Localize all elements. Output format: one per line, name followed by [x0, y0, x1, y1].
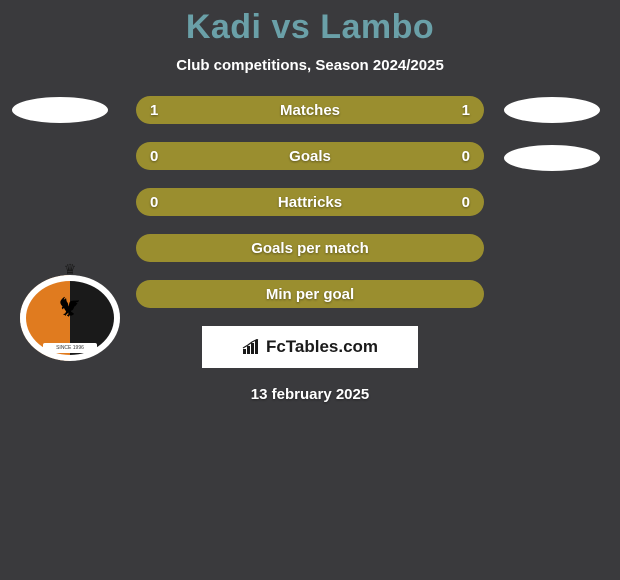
stat-label: Goals per match — [251, 240, 369, 257]
player-right-placeholder — [504, 97, 600, 123]
stat-label: Min per goal — [266, 286, 354, 303]
stat-label: Hattricks — [278, 194, 342, 211]
stat-label: Matches — [280, 102, 340, 119]
stat-label: Goals — [289, 148, 331, 165]
stat-row-gpm: Goals per match — [0, 234, 620, 262]
page-subtitle: Club competitions, Season 2024/2025 — [0, 57, 620, 74]
stat-right-value: 1 — [450, 102, 470, 119]
brand-box: FcTables.com — [202, 326, 418, 368]
stat-row-hattricks: 0 Hattricks 0 — [0, 188, 620, 216]
stat-right-value: 0 — [450, 194, 470, 211]
stat-row-matches: 1 Matches 1 — [0, 96, 620, 124]
club-badge: ♛ 🦅 SINCE 1996 — [20, 269, 120, 361]
date-text: 13 february 2025 — [0, 386, 620, 403]
stat-bar: Goals per match — [136, 234, 484, 262]
eagle-icon: 🦅 — [59, 297, 81, 318]
brand-text: FcTables.com — [266, 337, 378, 357]
page-title: Kadi vs Lambo — [0, 0, 620, 47]
stat-left-value: 0 — [150, 194, 170, 211]
stat-right-value: 0 — [450, 148, 470, 165]
bar-chart-icon — [242, 339, 262, 355]
stat-bar: 0 Goals 0 — [136, 142, 484, 170]
player-left-placeholder — [12, 97, 108, 123]
stat-bar: 1 Matches 1 — [136, 96, 484, 124]
stat-bar: Min per goal — [136, 280, 484, 308]
stat-left-value: 0 — [150, 148, 170, 165]
stat-left-value: 1 — [150, 102, 170, 119]
stat-row-goals: 0 Goals 0 — [0, 142, 620, 170]
stat-bar: 0 Hattricks 0 — [136, 188, 484, 216]
badge-banner: SINCE 1996 — [43, 343, 97, 353]
